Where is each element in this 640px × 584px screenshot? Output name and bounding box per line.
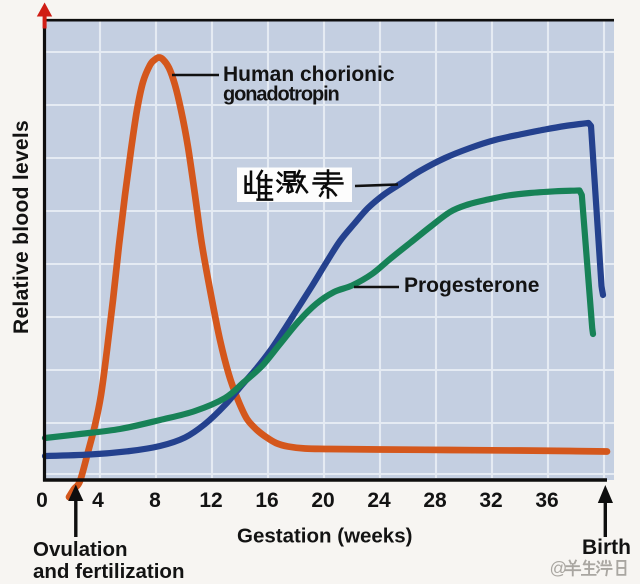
svg-text:gonadotropin: gonadotropin — [223, 84, 339, 106]
svg-text:Human chorionic: Human chorionic — [223, 63, 395, 86]
svg-text:24: 24 — [367, 489, 391, 512]
svg-text:Ovulation: Ovulation — [33, 538, 128, 561]
svg-text:4: 4 — [92, 489, 104, 512]
svg-text:Progesterone: Progesterone — [404, 274, 539, 297]
svg-text:0: 0 — [36, 489, 48, 512]
svg-text:36: 36 — [535, 489, 558, 512]
svg-text:28: 28 — [423, 489, 447, 512]
svg-text:32: 32 — [479, 489, 502, 512]
svg-text:12: 12 — [199, 489, 222, 512]
svg-text:8: 8 — [149, 489, 161, 512]
svg-text:and fertilization: and fertilization — [33, 560, 184, 583]
svg-text:@: @ — [550, 558, 568, 578]
svg-text:20: 20 — [311, 489, 334, 512]
svg-text:Gestation (weeks): Gestation (weeks) — [237, 525, 412, 548]
svg-text:Birth: Birth — [582, 536, 631, 559]
svg-text:16: 16 — [255, 489, 278, 512]
svg-text:Relative blood levels: Relative blood levels — [10, 120, 33, 334]
